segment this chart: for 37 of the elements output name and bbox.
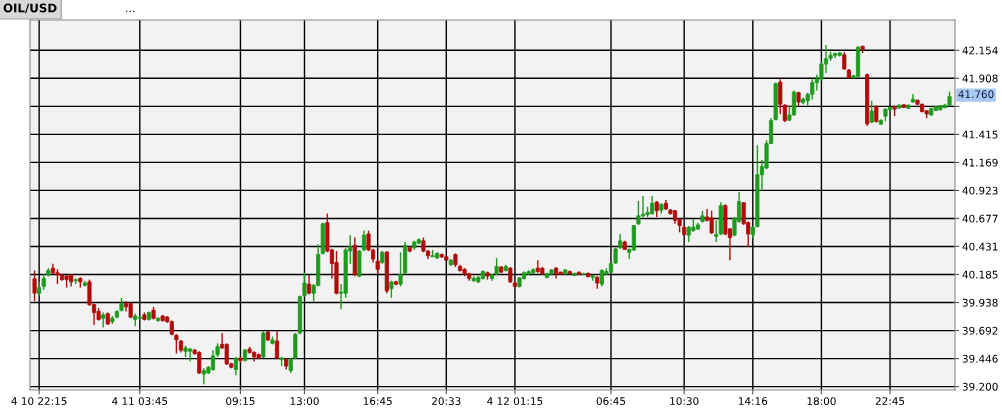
y-tick-label: 40.677 [962,214,998,223]
x-tick-label: 4 10 22:15 [11,397,67,406]
x-tick-label: 06:45 [596,397,626,406]
x-tick-label: 09:15 [226,397,255,406]
y-tick-label: 41.415 [962,130,998,139]
chart-title: OIL/USD [3,3,57,14]
candlestick [174,333,179,355]
x-tick-label: 14:16 [738,397,768,406]
x-tick-label: 13:00 [290,397,319,406]
candlestick [210,349,216,372]
annotation: 41.760 [958,90,994,99]
x-tick-label: 4 11 03:45 [112,397,168,406]
candlestick [274,330,280,360]
x-tick-label: 4 12 01:15 [487,397,543,406]
candlestick [261,330,266,359]
y-tick-label: 40.431 [962,242,998,251]
y-tick-label: 39.200 [962,382,998,391]
candlestick [293,332,298,360]
y-tick-label: 40.185 [962,270,998,279]
candlestick [32,269,37,302]
y-tick-label: 39.446 [962,354,998,363]
y-tick-label: 41.169 [962,158,998,167]
x-tick-label: 20:33 [432,397,461,406]
x-tick-label: 18:00 [807,397,836,406]
x-tick-label: 16:45 [363,397,392,406]
x-tick-label: 22:45 [875,397,905,406]
candlestick [398,251,403,288]
y-tick-label: 39.938 [962,298,998,307]
candlestick [791,89,797,117]
text: ... [126,10,135,13]
y-tick-label: 40.923 [962,186,998,195]
candlestick [636,200,641,226]
y-tick-label: 41.908 [962,74,998,83]
candlestick [302,272,307,298]
x-tick-label: 10:30 [670,397,699,406]
y-tick-label: 39.692 [962,326,998,335]
y-tick-label: 42.154 [962,46,998,55]
